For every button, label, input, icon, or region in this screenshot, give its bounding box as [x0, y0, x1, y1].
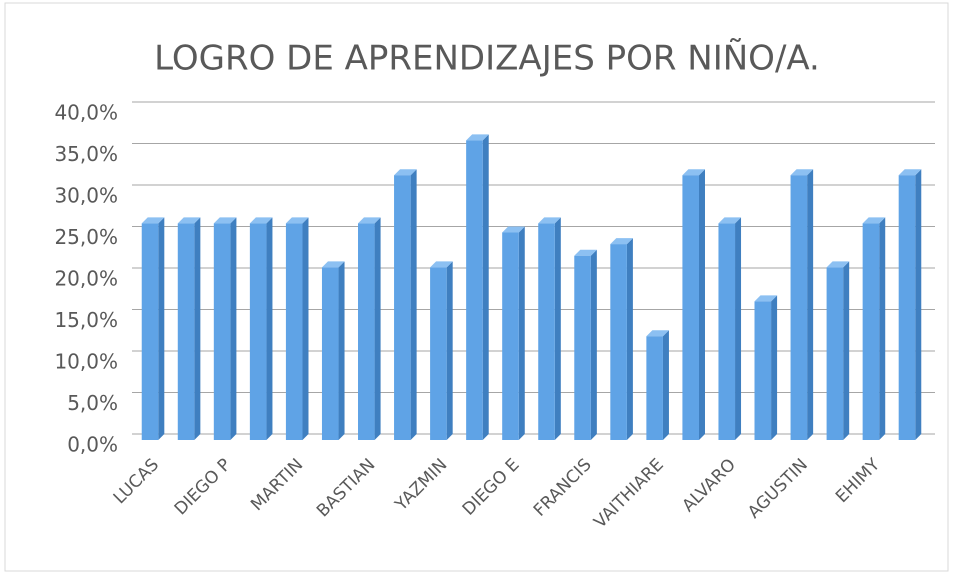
bar-top — [646, 330, 669, 337]
bar-front — [718, 223, 736, 440]
bar-front — [213, 223, 231, 440]
bar-top — [285, 217, 309, 224]
bar — [502, 226, 525, 440]
bar-side — [230, 217, 237, 440]
bar — [213, 217, 237, 440]
bar-top — [790, 169, 814, 176]
bar-top — [394, 169, 417, 176]
bar-side — [266, 217, 273, 440]
bar-top — [862, 217, 886, 224]
y-tick-label: 35,0% — [54, 142, 118, 166]
bar-top — [826, 261, 850, 268]
bar — [466, 134, 489, 440]
chart-title: LOGRO DE APRENDIZAJES POR NIÑO/A. — [154, 39, 820, 79]
bar-side — [518, 226, 525, 440]
bar — [394, 169, 417, 441]
bar-front — [321, 267, 339, 440]
bar-side — [698, 169, 705, 441]
bar-top — [718, 217, 742, 224]
bar-top — [430, 261, 453, 268]
bar — [285, 217, 309, 440]
bar-side — [879, 217, 886, 440]
bar-front — [898, 175, 916, 441]
bar — [249, 217, 273, 440]
y-tick-label: 25,0% — [54, 225, 118, 249]
bar — [430, 261, 453, 440]
bar-top — [610, 238, 633, 245]
bar — [610, 238, 633, 440]
bar-top — [502, 226, 525, 233]
y-tick-label: 5,0% — [67, 391, 118, 415]
bar — [646, 330, 669, 440]
bar-top — [538, 217, 561, 224]
bar-side — [302, 217, 309, 440]
bar-front — [826, 267, 844, 440]
y-tick-label: 20,0% — [54, 267, 118, 291]
bar — [718, 217, 742, 440]
bar — [177, 217, 201, 440]
bar-top — [213, 217, 237, 224]
bar-front — [285, 223, 303, 440]
bar-side — [446, 261, 453, 440]
bar-side — [482, 134, 489, 440]
bar-top — [466, 134, 489, 141]
bar-top — [141, 217, 165, 224]
bar-front — [249, 223, 267, 440]
bar — [321, 261, 345, 440]
bar-front — [177, 223, 195, 440]
y-tick-label: 40,0% — [54, 101, 118, 125]
bar-side — [554, 217, 561, 440]
bar-top — [321, 261, 345, 268]
bar — [826, 261, 850, 440]
bar-side — [662, 330, 669, 440]
bar-side — [626, 238, 633, 440]
bar-side — [735, 217, 742, 440]
bar-front — [682, 175, 699, 441]
bar — [754, 295, 778, 440]
bar-front — [790, 175, 808, 441]
bar — [538, 217, 561, 440]
bar-side — [374, 217, 381, 440]
bar — [898, 169, 922, 441]
bar — [358, 217, 381, 440]
bar — [574, 249, 597, 440]
bar — [862, 217, 886, 440]
bar-side — [194, 217, 201, 440]
bar-side — [807, 169, 814, 441]
bar-top — [177, 217, 201, 224]
bar-front — [610, 244, 627, 440]
bar — [682, 169, 705, 441]
bar — [790, 169, 814, 441]
bar-side — [410, 169, 417, 441]
bar-top — [574, 249, 597, 256]
bar-side — [338, 261, 345, 440]
bar-front — [466, 140, 483, 440]
bar-side — [158, 217, 165, 440]
y-tick-label: 15,0% — [54, 308, 118, 332]
bar — [141, 217, 165, 440]
bar-front — [502, 232, 519, 440]
bar-front — [754, 301, 772, 440]
bar-side — [915, 169, 922, 441]
bar-side — [771, 295, 778, 440]
bar-top — [358, 217, 381, 224]
bar-front — [430, 267, 447, 440]
bar-top — [754, 295, 778, 302]
bar-front — [646, 336, 663, 440]
y-tick-label: 0,0% — [67, 433, 118, 457]
bar-front — [862, 223, 880, 440]
bar-front — [358, 223, 375, 440]
bar-front — [538, 223, 555, 440]
bar-top — [898, 169, 922, 176]
bar-front — [141, 223, 159, 440]
bar-side — [590, 249, 597, 440]
y-tick-label: 10,0% — [54, 350, 118, 374]
bar-top — [682, 169, 705, 176]
bar-top — [249, 217, 273, 224]
y-tick-label: 30,0% — [54, 184, 118, 208]
bar-side — [843, 261, 850, 440]
bar-front — [394, 175, 411, 441]
bar-front — [574, 255, 591, 440]
